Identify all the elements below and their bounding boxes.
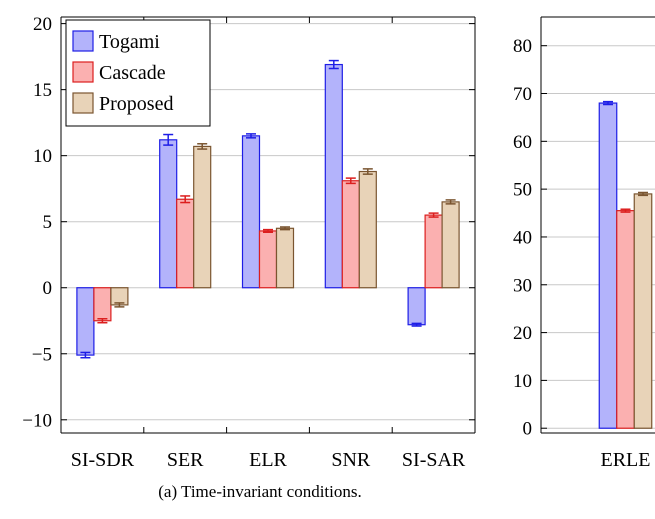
x-tick-label-si-sar: SI-SAR (402, 449, 466, 471)
bar-cascade-snr (341, 180, 360, 289)
legend-label-proposed: Proposed (99, 93, 173, 115)
bar-cascade-elr (258, 230, 278, 289)
left-y-tick-label: 0 (43, 278, 53, 299)
right-y-tick-label: 40 (513, 227, 532, 248)
right-y-tick-label: 70 (513, 84, 532, 105)
bar-cascade-erle (616, 210, 635, 429)
legend-swatch-proposed (72, 92, 94, 114)
bar-proposed-snr (358, 170, 377, 289)
x-tick-label-ser: SER (167, 449, 204, 471)
x-tick-label-elr: ELR (249, 449, 287, 471)
right-chart-panel: ERLE 0 10 20 30 40 50 60 70 80 (513, 16, 655, 471)
legend-label-togami: Togami (99, 31, 160, 53)
bar-cascade-si-sdr (93, 287, 112, 322)
figure-caption: (a) Time-invariant conditions. (158, 482, 362, 501)
left-y-tick-label: −10 (22, 410, 52, 431)
legend-swatch-togami (72, 30, 94, 52)
right-y-tick-label: 60 (513, 132, 532, 153)
legend: Togami Cascade Proposed (65, 19, 211, 127)
left-y-tick-label: 10 (33, 146, 52, 167)
right-y-tick-label: 10 (513, 371, 532, 392)
left-y-tick-label: −5 (32, 344, 52, 365)
right-y-tick-label: 80 (513, 36, 532, 57)
legend-swatch-cascade (72, 61, 94, 83)
bar-togami-snr (324, 63, 343, 289)
bar-proposed-erle (633, 193, 653, 429)
bar-togami-ser (159, 139, 178, 289)
left-y-tick-label: 20 (33, 14, 52, 35)
bar-togami-si-sdr (76, 287, 95, 356)
x-tick-label-snr: SNR (331, 449, 371, 471)
x-tick-label-erle: ERLE (601, 449, 651, 471)
right-y-tick-label: 20 (513, 323, 532, 344)
x-tick-label-si-sdr: SI-SDR (71, 449, 135, 471)
left-y-tick-label: 15 (33, 80, 52, 101)
bar-proposed-si-sar (441, 201, 460, 289)
right-y-tick-label: 30 (513, 275, 532, 296)
legend-label-cascade: Cascade (99, 62, 166, 84)
bar-cascade-ser (176, 198, 195, 289)
bar-togami-erle (598, 102, 618, 429)
right-y-tick-label: 50 (513, 180, 532, 201)
bar-togami-elr (241, 135, 261, 289)
bar-proposed-ser (193, 145, 212, 289)
right-y-tick-label: 0 (523, 419, 533, 440)
left-y-tick-label: 5 (43, 212, 53, 233)
bar-togami-si-sar (407, 287, 426, 326)
bar-cascade-si-sar (424, 214, 443, 289)
bar-proposed-elr (275, 227, 295, 289)
